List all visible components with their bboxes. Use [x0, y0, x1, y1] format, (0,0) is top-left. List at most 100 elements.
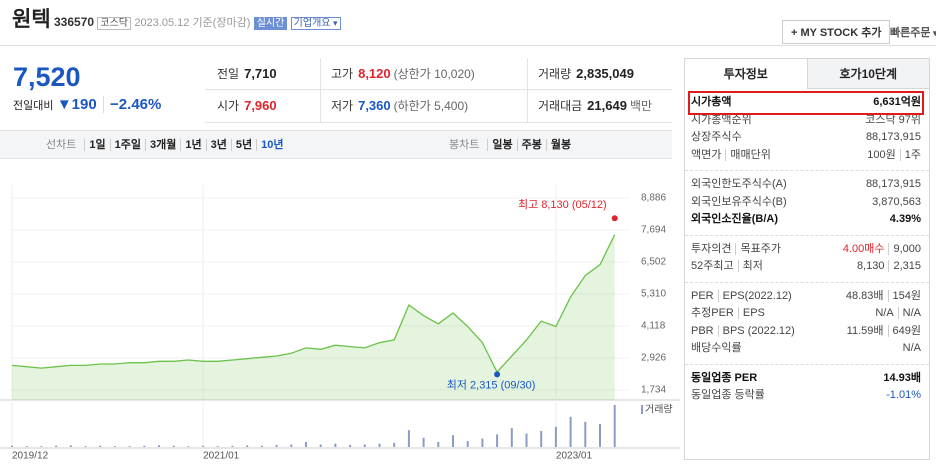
change-amount: ▼190 [56, 96, 97, 113]
label-part: BPS (2022.12) [717, 324, 795, 337]
label-part: EPS [737, 307, 765, 319]
value-part: -1.01% [886, 389, 921, 401]
period-tab[interactable]: 3년 [205, 139, 231, 151]
label-part: 배당수익률 [691, 342, 742, 354]
y-tick-label: 7,694 [641, 225, 666, 236]
stat-value: 21,649 [587, 98, 627, 113]
volume-bar [25, 446, 28, 447]
info-value: 88,173,915 [866, 176, 921, 194]
candle-tab[interactable]: 월봉 [545, 139, 576, 151]
info-label: 외국인소진율(B/A) [691, 211, 778, 229]
info-label: 배당수익률 [691, 340, 742, 358]
period-tab[interactable]: 1년 [180, 139, 206, 151]
info-value: 14.93배 [883, 370, 921, 388]
stat-cell: 고가 8,120 (상한가 10,020) [320, 58, 527, 90]
info-row: 상장주식수 88,173,915 [691, 129, 921, 147]
volume-bar [305, 441, 307, 447]
my-stock-button[interactable]: + MY STOCK 추가 [782, 20, 891, 44]
stat-label: 거래대금 [538, 99, 583, 113]
y-tick-label: 5,310 [641, 289, 666, 300]
info-value: 6,631억원 [873, 94, 921, 112]
info-value: -1.01% [886, 387, 921, 405]
value-part: 4.39% [889, 213, 921, 225]
stats-table: 전일 7,710 고가 8,120 (상한가 10,020) 거래량 2,835,049 시가… [205, 58, 672, 123]
period-tab[interactable]: 10년 [256, 139, 288, 151]
value-part: 9,000 [888, 242, 921, 255]
stat-cell: 전일 7,710 [205, 58, 320, 90]
period-tab[interactable]: 3개월 [144, 139, 181, 151]
label-part: 추정PER [691, 307, 734, 319]
info-label: 52주최고 최저 [691, 258, 763, 276]
volume-bar [584, 421, 587, 447]
info-label: 동일업종 등락률 [691, 387, 765, 405]
label-part: PER [691, 289, 714, 302]
volume-bar [437, 441, 440, 447]
change-percent: −2.46% [103, 96, 162, 113]
stats-rule [205, 89, 672, 90]
stat-value: 7,710 [244, 66, 277, 81]
y-tick-label: 4,118 [641, 321, 666, 332]
volume-bar [290, 444, 293, 447]
volume-bar [349, 444, 352, 447]
x-tick-label: 2023/01 [556, 451, 593, 462]
low-marker [494, 371, 501, 378]
info-row: 시가총액순위 코스닥 97위 [691, 112, 921, 130]
y-tick-label: 8,886 [641, 193, 666, 204]
info-row: 외국인한도주식수(A) 88,173,915 [691, 176, 921, 194]
overview-button[interactable]: 기업개요 [290, 17, 341, 30]
info-label: 시가총액순위 [691, 112, 752, 130]
period-tab[interactable]: 1주일 [109, 139, 145, 151]
period-tab[interactable]: 1일 [84, 139, 110, 151]
line-tabs: 선차트 1일 1주일 3개월 1년 3년 5년 10년 [42, 131, 288, 159]
info-row: 배당수익률 N/A [691, 340, 921, 358]
value-part: 649원 [887, 324, 921, 337]
stat-note: (상한가 10,020) [393, 67, 475, 81]
volume-bar [422, 437, 425, 447]
y-tick-label: 1,734 [641, 385, 666, 396]
volume-bar [481, 438, 484, 447]
realtime-badge[interactable]: 실시간 [253, 17, 288, 30]
current-price: 7,520 [13, 62, 81, 92]
change-line: 전일대비 ▼190 −2.46% [13, 96, 162, 113]
volume-legend-key [641, 405, 643, 414]
x-tick-label: 2019/12 [12, 451, 49, 462]
label-part: 최저 [737, 260, 763, 272]
candle-tab[interactable]: 일봉 [487, 139, 517, 151]
invest-panel: 투자정보 호가10단계 시가총액 6,631억원 시가총액순위 코스닥 97위 상장주식수… [684, 58, 930, 460]
stat-value: 7,360 [358, 98, 391, 113]
panel-tab[interactable]: 호가10단계 [806, 59, 929, 89]
high-marker [611, 215, 618, 222]
candle-tab[interactable]: 주봉 [516, 139, 546, 151]
value-part: N/A [897, 307, 921, 319]
label-part: 외국인한도주식수(A) [691, 178, 787, 190]
volume-bar [158, 445, 160, 447]
y-tick-label: 6,502 [641, 257, 666, 268]
stat-cell: 거래대금 21,649 백만 [527, 90, 672, 122]
quick-order[interactable]: 빠른주문 [890, 24, 936, 40]
volume-bar [99, 445, 102, 447]
info-group: 외국인한도주식수(A) 88,173,915 외국인보유주식수(B) 3,870,56… [685, 171, 929, 236]
info-row: 동일업종 PER 14.93배 [691, 370, 921, 388]
volume-bar [113, 446, 116, 447]
volume-bar [216, 446, 219, 447]
info-value: 88,173,915 [866, 129, 921, 147]
volume-bar [613, 405, 616, 447]
change-label: 전일대비 [13, 100, 54, 112]
volume-bar [143, 445, 146, 447]
value-part: 코스닥 97위 [865, 113, 921, 126]
period-tab[interactable]: 5년 [230, 139, 257, 151]
label-part: 목표주가 [735, 242, 781, 255]
info-value: 3,870,563 [872, 194, 921, 212]
y-tick-label: 2,926 [641, 353, 666, 364]
stat-cell: 거래량 2,835,049 [527, 58, 672, 90]
volume-bar [128, 446, 131, 447]
panel-tab[interactable]: 투자정보 [685, 59, 807, 89]
high-label: 최고 8,130 (05/12) [518, 198, 607, 211]
label-part: 투자의견 [691, 242, 732, 255]
value-part: 48.83배 [845, 289, 884, 302]
base-date: 2023.05.12 기준(장마감) [134, 17, 251, 29]
info-label: 투자의견 목표주가 [691, 241, 781, 259]
stat-value: 2,835,049 [576, 66, 634, 81]
volume-bar [363, 444, 366, 447]
label-part: 동일업종 등락률 [691, 389, 765, 401]
